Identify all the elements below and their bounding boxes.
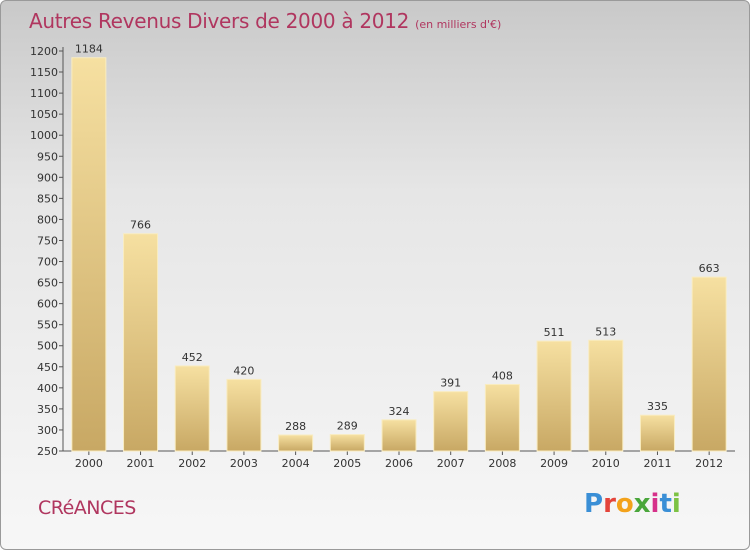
brand-letter: o bbox=[615, 489, 634, 519]
bar-2012 bbox=[691, 276, 727, 452]
y-tick-label: 1150 bbox=[30, 66, 58, 79]
y-tick-label: 650 bbox=[37, 277, 58, 290]
x-axis: 2000 2001 2002 2003 2004 2005 2006 2007 2008 2009… bbox=[63, 450, 735, 470]
y-tick-label: 1200 bbox=[30, 45, 58, 58]
data-label-2000: 1184 bbox=[75, 43, 103, 56]
chart-title-text: Autres Revenus Divers de 2000 à 2012 bbox=[29, 9, 410, 33]
data-label-2012: 663 bbox=[699, 262, 720, 275]
data-labels: 1184 766 452 420 288 289 324 391 408 511 513 335 663 bbox=[75, 43, 720, 433]
x-tick-label: 2004 bbox=[282, 457, 310, 470]
bar-2002 bbox=[174, 365, 210, 452]
x-tick-label: 2010 bbox=[592, 457, 620, 470]
bar-2009 bbox=[536, 340, 572, 452]
y-tick-label: 350 bbox=[37, 403, 58, 416]
x-tick-label: 2001 bbox=[127, 457, 155, 470]
y-axis: 250 300 350 400 450 500 550 600 650 700 750 800 850 9… bbox=[30, 45, 64, 458]
data-label-2002: 452 bbox=[182, 351, 203, 364]
bar-2001 bbox=[123, 233, 159, 452]
brand-letter: t bbox=[659, 489, 672, 519]
chart-unit: (en milliers d'€) bbox=[415, 18, 502, 31]
data-label-2007: 391 bbox=[440, 377, 461, 390]
data-label-2003: 420 bbox=[233, 364, 254, 377]
y-tick-label: 1100 bbox=[30, 87, 58, 100]
x-tick-label: 2012 bbox=[695, 457, 723, 470]
x-tick-label: 2011 bbox=[643, 457, 671, 470]
y-tick-label: 950 bbox=[37, 150, 58, 163]
y-tick-label: 250 bbox=[37, 445, 58, 458]
data-label-2011: 335 bbox=[647, 400, 668, 413]
y-tick-label: 1050 bbox=[30, 108, 58, 121]
y-tick-label: 900 bbox=[37, 171, 58, 184]
y-tick-label: 600 bbox=[37, 298, 58, 311]
brand-letter: i bbox=[650, 489, 660, 519]
y-tick-label: 700 bbox=[37, 256, 58, 269]
brand-letter: i bbox=[671, 489, 681, 519]
bar-2010 bbox=[588, 339, 624, 452]
y-tick-label: 450 bbox=[37, 361, 58, 374]
x-tick-label: 2006 bbox=[385, 457, 413, 470]
bar-2007 bbox=[433, 391, 469, 452]
y-tick-label: 400 bbox=[37, 382, 58, 395]
data-label-2004: 288 bbox=[285, 420, 306, 433]
data-label-2010: 513 bbox=[595, 325, 616, 338]
proxiti-logo: Proxiti bbox=[584, 489, 681, 519]
data-label-2001: 766 bbox=[130, 219, 151, 232]
x-tick-label: 2007 bbox=[437, 457, 465, 470]
bar-2003 bbox=[226, 378, 262, 452]
x-tick-label: 2009 bbox=[540, 457, 568, 470]
x-tick-label: 2008 bbox=[488, 457, 516, 470]
y-tick-label: 750 bbox=[37, 234, 58, 247]
y-tick-label: 1000 bbox=[30, 129, 58, 142]
y-tick-label: 850 bbox=[37, 192, 58, 205]
y-tick-label: 550 bbox=[37, 319, 58, 332]
chart-title: Autres Revenus Divers de 2000 à 2012 (en … bbox=[29, 9, 501, 33]
bar-2011 bbox=[639, 414, 675, 452]
x-tick-label: 2002 bbox=[178, 457, 206, 470]
bar-2000 bbox=[71, 57, 107, 452]
y-tick-label: 800 bbox=[37, 213, 58, 226]
bar-2005 bbox=[329, 434, 365, 452]
y-tick-label: 500 bbox=[37, 340, 58, 353]
bar-2008 bbox=[484, 383, 520, 452]
bar-2004 bbox=[278, 434, 314, 452]
x-tick-label: 2000 bbox=[75, 457, 103, 470]
bar-2006 bbox=[381, 419, 417, 452]
x-tick-label: 2003 bbox=[230, 457, 258, 470]
bars bbox=[71, 57, 727, 452]
y-tick-label: 300 bbox=[37, 424, 58, 437]
data-label-2006: 324 bbox=[389, 405, 410, 418]
brand-letter: P bbox=[584, 489, 604, 519]
data-label-2005: 289 bbox=[337, 420, 358, 433]
data-label-2009: 511 bbox=[544, 326, 565, 339]
brand-letter: x bbox=[633, 489, 651, 519]
commune-name: CRéANCES bbox=[38, 497, 136, 519]
data-label-2008: 408 bbox=[492, 369, 513, 382]
x-tick-label: 2005 bbox=[333, 457, 361, 470]
brand-letter: r bbox=[603, 489, 616, 519]
